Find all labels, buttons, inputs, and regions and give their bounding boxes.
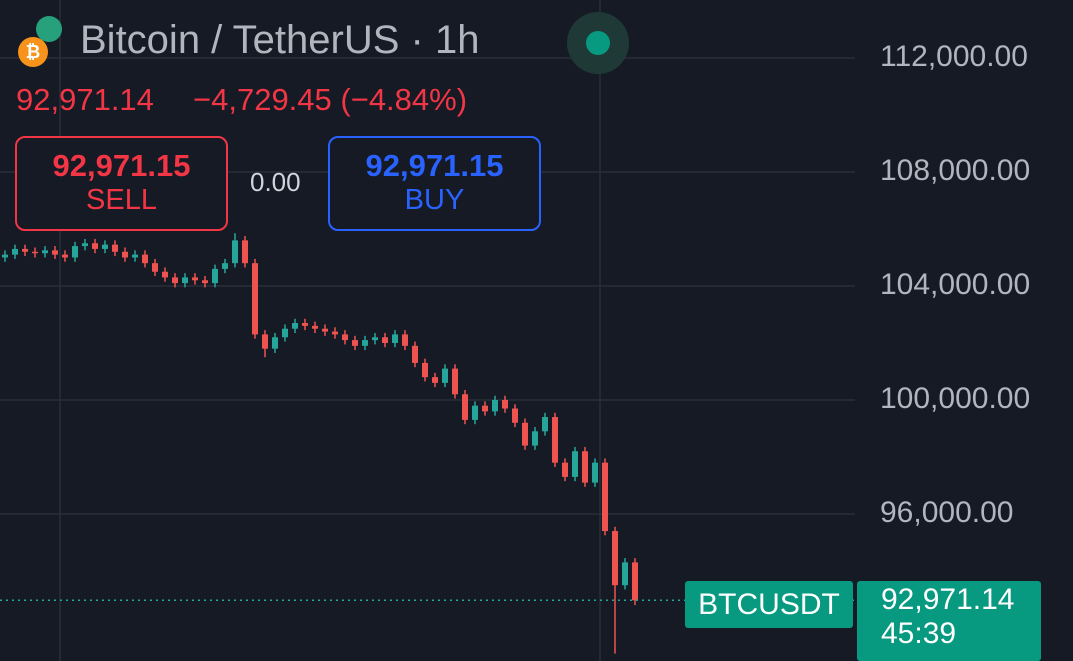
candle-body xyxy=(282,328,288,338)
candle-body xyxy=(502,399,508,409)
last-price: 92,971.14 xyxy=(16,82,154,117)
candle-body xyxy=(612,531,618,586)
candle-body xyxy=(412,345,418,363)
candle-body xyxy=(42,250,48,254)
tag-price: 92,971.14 xyxy=(881,583,1015,616)
candle-body xyxy=(302,323,308,326)
candle-body xyxy=(132,254,138,258)
candle-body xyxy=(512,408,518,423)
spread: 0.00 xyxy=(250,167,301,197)
candle-body xyxy=(22,248,28,252)
candle-body xyxy=(162,271,168,278)
candle-body xyxy=(122,251,128,258)
candle-body xyxy=(522,422,528,446)
y-tick-label: 108,000.00 xyxy=(880,154,1030,187)
symbol-tag: BTCUSDT xyxy=(685,581,853,628)
candle-body xyxy=(462,394,468,420)
candle-body xyxy=(392,334,398,343)
candle-body xyxy=(182,277,188,284)
candle-body xyxy=(152,263,158,272)
candle-body xyxy=(2,254,8,258)
status-indicator xyxy=(567,12,629,74)
candle-body xyxy=(352,340,358,346)
candle-body xyxy=(272,337,278,349)
candle-body xyxy=(592,462,598,483)
bitcoin-icon: ₿ xyxy=(18,37,48,67)
candle-body xyxy=(572,451,578,477)
candle-body xyxy=(452,368,458,395)
sell-price: 92,971.15 xyxy=(52,148,191,183)
candle-body xyxy=(172,277,178,284)
price-change: −4,729.45 (−4.84%) xyxy=(193,82,468,117)
candle-body xyxy=(142,254,148,264)
y-tick-label: 96,000.00 xyxy=(880,496,1013,529)
candle-body xyxy=(362,340,368,346)
candle-body xyxy=(622,562,628,586)
candle-body xyxy=(222,263,228,269)
candle-body xyxy=(542,417,548,432)
candle-body xyxy=(292,323,298,329)
candle-body xyxy=(562,462,568,477)
y-tick-label: 104,000.00 xyxy=(880,268,1030,301)
candle-body xyxy=(602,462,608,532)
candle-body xyxy=(442,368,448,383)
candle-body xyxy=(332,331,338,335)
candle-body xyxy=(582,451,588,483)
candle-body xyxy=(342,334,348,341)
buy-button[interactable]: 92,971.15 BUY xyxy=(328,136,541,231)
candle-body xyxy=(382,337,388,343)
candle-body xyxy=(322,328,328,332)
candle-body xyxy=(482,405,488,412)
candle-body xyxy=(532,431,538,446)
candle-body xyxy=(432,377,438,383)
candle-body xyxy=(92,243,98,249)
candle-body xyxy=(192,277,198,281)
candle-body xyxy=(632,562,638,601)
price-tag: 92,971.14 45:39 xyxy=(857,581,1041,661)
candle-body xyxy=(402,334,408,346)
candle-body xyxy=(552,417,558,463)
y-tick-label: 100,000.00 xyxy=(880,382,1030,415)
candle-body xyxy=(82,243,88,247)
candle-body xyxy=(102,244,108,249)
candle-body xyxy=(12,248,18,255)
buy-label: BUY xyxy=(404,184,465,216)
candle-body xyxy=(472,405,478,420)
candle-body xyxy=(262,334,268,349)
sell-label: SELL xyxy=(86,184,157,216)
candle-body xyxy=(202,280,208,284)
candle-body xyxy=(492,399,498,412)
candle-body xyxy=(422,362,428,378)
y-tick-label: 112,000.00 xyxy=(880,40,1028,73)
candle-body xyxy=(112,244,118,252)
countdown: 45:39 xyxy=(881,617,957,650)
candle-body xyxy=(372,337,378,341)
candle-body xyxy=(62,254,68,258)
candle-body xyxy=(72,246,78,258)
candle-body xyxy=(52,250,58,255)
candle-body xyxy=(242,240,248,264)
candle-body xyxy=(212,268,218,284)
sell-button[interactable]: 92,971.15 SELL xyxy=(15,136,228,231)
candle-body xyxy=(312,325,318,329)
candle-body xyxy=(232,240,238,264)
candle-body xyxy=(252,263,258,335)
tether-icon xyxy=(36,16,62,42)
symbol-title[interactable]: Bitcoin / TetherUS · 1h xyxy=(80,18,480,62)
buy-price: 92,971.15 xyxy=(365,148,504,183)
candle-body xyxy=(32,251,38,254)
